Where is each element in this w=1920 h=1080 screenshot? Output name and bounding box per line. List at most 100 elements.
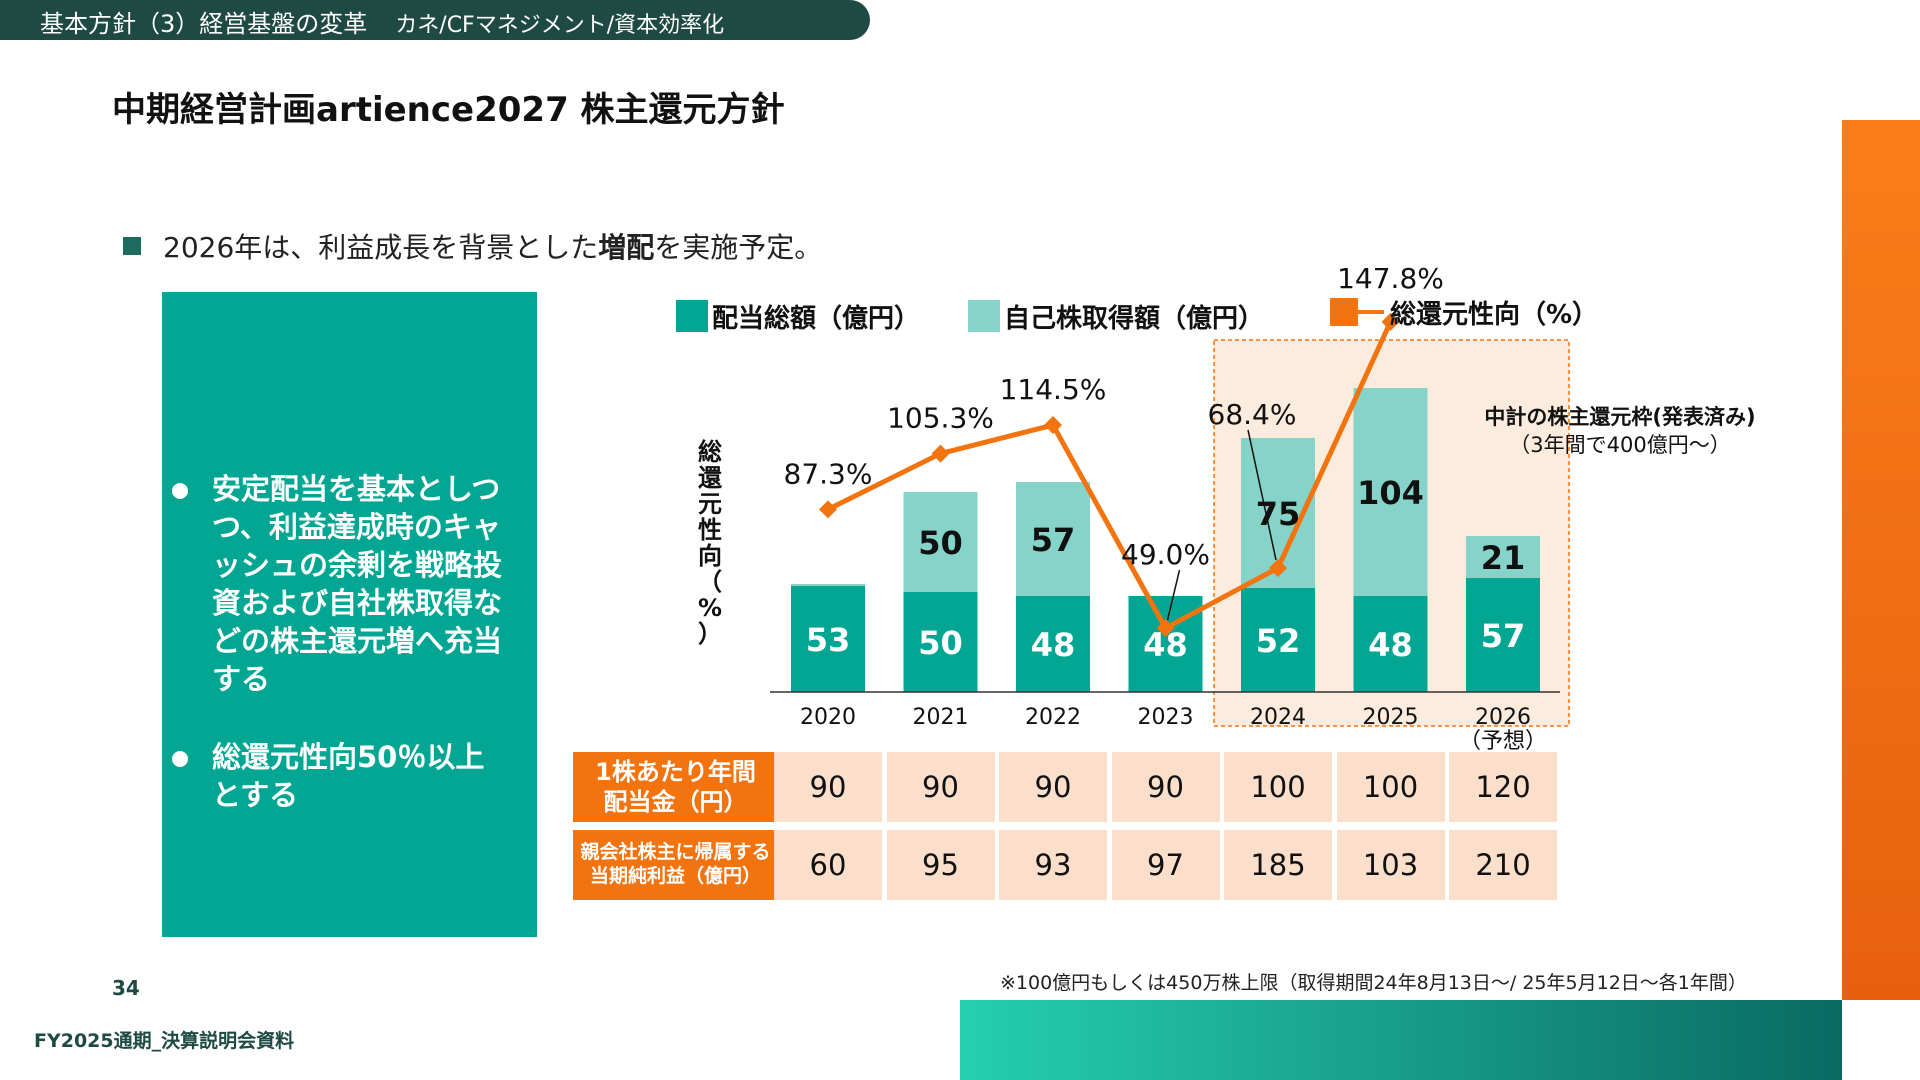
- table-cell: 100: [1336, 752, 1445, 822]
- table-cell: 90: [774, 752, 882, 822]
- dividend-bar-2026: [1466, 578, 1540, 692]
- y-axis-label-char: 向: [698, 542, 722, 570]
- year-label-2025: 2025: [1363, 705, 1419, 730]
- table-cell: 93: [999, 830, 1107, 900]
- payout-marker-2025: [1381, 312, 1400, 331]
- table-cell: 185: [1224, 830, 1332, 900]
- year-label-2023: 2023: [1138, 705, 1194, 730]
- header-title: 基本方針（3）経営基盤の変革 カネ/CFマネジメント/資本効率化: [40, 4, 724, 39]
- page-title: 中期経営計画artience2027 株主還元方針: [112, 90, 785, 130]
- year-label-2020: 2020: [800, 705, 856, 730]
- dividend-label-2022: 48: [1031, 626, 1076, 664]
- buyback-label-2025: 104: [1357, 474, 1424, 512]
- legend-swatch-dividend: [676, 300, 708, 332]
- payout-marker-2023: [1156, 619, 1175, 638]
- table-cell: 90: [999, 752, 1107, 822]
- header-title-main: 基本方針（3）経営基盤の変革: [40, 10, 368, 38]
- leader-line-2023: [1166, 569, 1181, 621]
- payout-marker-2020: [819, 500, 837, 519]
- legend-label-buyback: 自己株取得額（億円）: [1004, 303, 1264, 334]
- payout-label-2020: 87.3%: [784, 457, 873, 490]
- dividend-label-2024: 52: [1256, 622, 1301, 660]
- table-cell: 60: [774, 830, 882, 900]
- footnote: ※100億円もしくは450万株上限（取得期間24年8月13日〜/ 25年5月12…: [1000, 972, 1747, 994]
- page-number: 34: [112, 976, 140, 1000]
- bottom-gradient-bar: [960, 1000, 1842, 1080]
- row-header-line2: 配当金（円）: [603, 788, 748, 816]
- year-label-2026: 2026: [1475, 705, 1531, 730]
- square-bullet-icon: [123, 237, 141, 255]
- payout-marker-2021: [931, 444, 950, 463]
- table-cell: 210: [1449, 830, 1557, 900]
- buyback-bar-2025: [1353, 388, 1428, 596]
- bullet-text-bold: 増配: [598, 231, 655, 264]
- payout-ratio-line: [826, 320, 1393, 631]
- highlight-title: 中計の株主還元枠(発表済み): [1484, 405, 1755, 429]
- year-note-2026: （予想）: [1459, 729, 1547, 754]
- y-axis-label-char: ）: [698, 620, 722, 648]
- y-axis-label-char: %: [698, 594, 722, 622]
- dividend-label-2026: 57: [1481, 617, 1526, 655]
- buyback-label-2022: 57: [1031, 521, 1076, 559]
- right-accent-stripe: [1842, 120, 1920, 1000]
- payout-label-2021: 105.3%: [887, 402, 994, 435]
- table-cell: 90: [886, 752, 995, 822]
- leader-line-2024: [1247, 429, 1277, 561]
- payout-marker-2024: [1269, 558, 1287, 577]
- row-header-line1: 親会社株主に帰属する: [580, 841, 771, 864]
- buyback-label-2024: 75: [1256, 495, 1301, 533]
- buyback-label-2026: 21: [1481, 539, 1526, 577]
- table-row-header: 親会社株主に帰属する 当期純利益（億円）: [573, 830, 778, 900]
- row-header-line2: 当期純利益（億円）: [589, 865, 761, 887]
- dividend-bar-2025: [1353, 596, 1428, 692]
- dividend-label-2023: 48: [1143, 626, 1188, 664]
- highlight-subtitle: （3年間で400億円〜）: [1509, 433, 1730, 457]
- legend-label-dividend: 配当総額（億円）: [712, 303, 920, 334]
- legend-label-payout: 総還元性向（%）: [1390, 299, 1598, 330]
- bullet-statement: 2026年は、利益成長を背景とした増配を実施予定。: [123, 226, 822, 266]
- year-label-2021: 2021: [913, 705, 969, 730]
- table-cell: 103: [1336, 830, 1445, 900]
- table-cell: 100: [1224, 752, 1332, 822]
- dividend-label-2021: 50: [918, 624, 963, 662]
- y-axis-label-char: 元: [698, 490, 722, 518]
- table-cell: 90: [1111, 752, 1220, 822]
- dividend-bar-2024: [1241, 588, 1315, 692]
- dividend-label-2025: 48: [1368, 626, 1413, 664]
- payout-label-2025: 147.8%: [1337, 262, 1444, 295]
- table-cell: 97: [1111, 830, 1220, 900]
- buyback-label-2021: 50: [918, 524, 963, 562]
- dividend-bar-2022: [1016, 596, 1090, 692]
- row-header-line1: 1株あたり年間: [595, 758, 756, 786]
- dividend-bar-2021: [903, 592, 978, 692]
- y-axis-label-char: （: [698, 568, 722, 596]
- dividend-label-2020: 53: [806, 621, 851, 659]
- header-bar: [0, 0, 870, 40]
- table-cell: 120: [1449, 752, 1557, 822]
- header-subtitle: カネ/CFマネジメント/資本効率化: [395, 13, 725, 38]
- bullet-text-before: 2026年は、利益成長を背景とした: [163, 231, 599, 264]
- year-label-2024: 2024: [1250, 705, 1306, 730]
- buyback-bar-2020: [791, 584, 865, 586]
- payout-marker-2022: [1044, 416, 1062, 435]
- policy-point-2: 総還元性向50％以上とする: [172, 738, 512, 814]
- y-axis-label-char: 総: [698, 438, 722, 466]
- buyback-bar-2021: [903, 492, 978, 592]
- payout-label-2024: 68.4%: [1208, 398, 1297, 431]
- table-cell: 95: [886, 830, 995, 900]
- dividend-bar-2020: [791, 586, 865, 692]
- y-axis-label-char: 還: [698, 464, 723, 492]
- payout-label-2023: 49.0%: [1121, 538, 1210, 571]
- dividend-bar-2023: [1128, 596, 1203, 692]
- buyback-bar-2026: [1466, 536, 1540, 578]
- policy-point-1: 安定配当を基本としつつ、利益達成時のキャッシュの余剰を戦略投資および自社株取得な…: [172, 470, 512, 698]
- payout-label-2022: 114.5%: [1000, 373, 1107, 406]
- footer-label: FY2025通期_決算説明会資料: [34, 1030, 295, 1052]
- buyback-bar-2022: [1016, 482, 1090, 596]
- table-row-header: 1株あたり年間 配当金（円）: [573, 752, 778, 822]
- bullet-text-after: を実施予定。: [654, 231, 823, 264]
- y-axis-label-char: 性: [698, 516, 722, 544]
- legend-swatch-buyback: [968, 300, 1000, 332]
- year-label-2022: 2022: [1025, 705, 1081, 730]
